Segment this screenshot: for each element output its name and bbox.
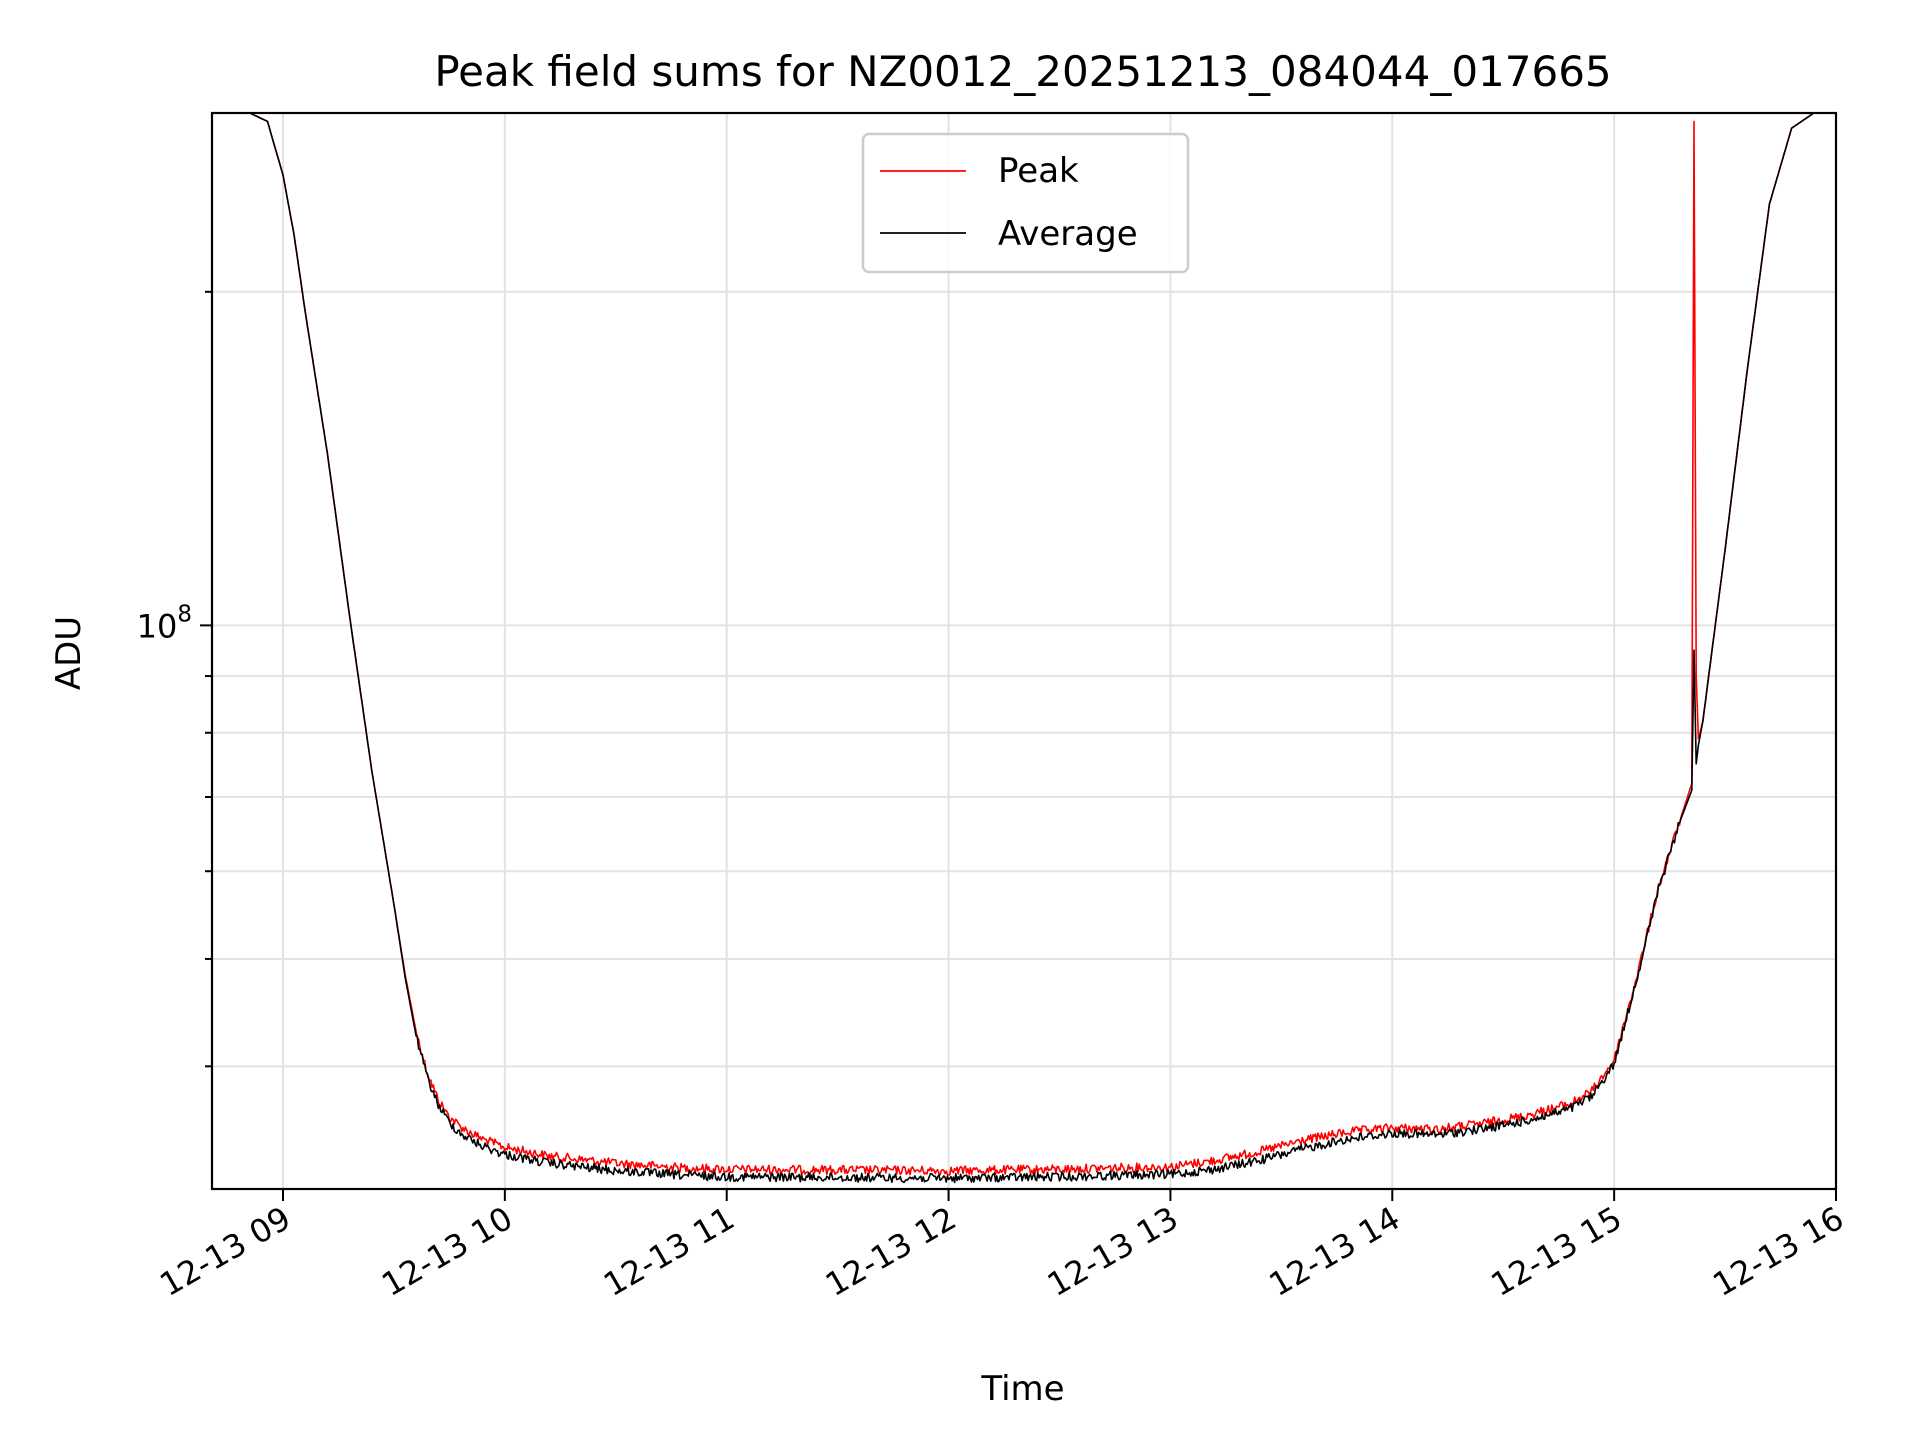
x-axis-label: Time xyxy=(980,1369,1064,1409)
legend-label-peak: Peak xyxy=(998,151,1079,191)
legend-label-average: Average xyxy=(998,214,1138,254)
chart-title: Peak field sums for NZ0012_20251213_0840… xyxy=(434,47,1611,96)
legend-frame xyxy=(861,132,1190,274)
series-line-average xyxy=(212,113,1836,1184)
plot-frame xyxy=(210,111,1838,1191)
series-line-peak xyxy=(212,113,1836,1176)
y-axis-label: ADU xyxy=(49,616,89,690)
series-layer xyxy=(212,113,1836,1184)
y-tick-label: 108 xyxy=(137,601,192,645)
legend: Peak Average xyxy=(861,132,1190,274)
